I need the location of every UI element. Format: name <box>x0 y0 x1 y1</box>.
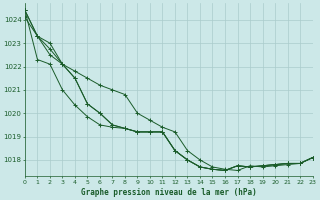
X-axis label: Graphe pression niveau de la mer (hPa): Graphe pression niveau de la mer (hPa) <box>81 188 257 197</box>
